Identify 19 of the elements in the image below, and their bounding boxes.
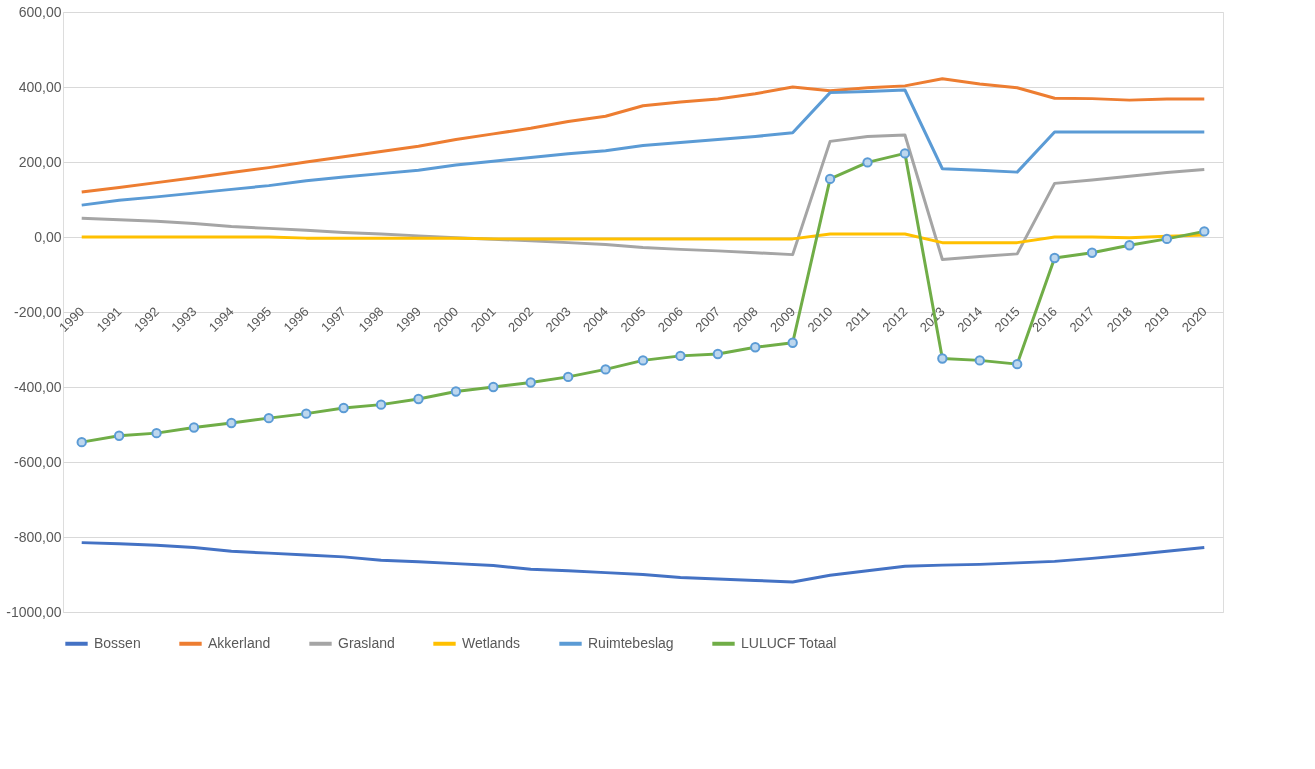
y-tick-label: -200,00	[14, 303, 62, 320]
legend-label: Bossen	[94, 634, 141, 651]
y-tick-label: 0,00	[34, 228, 62, 245]
line-series	[80, 133, 1206, 261]
y-tick-label: -400,00	[14, 378, 62, 395]
y-tick-label: 200,00	[18, 153, 62, 170]
legend-label: Akkerland	[208, 634, 271, 651]
y-tick-label: -600,00	[14, 453, 62, 470]
y-tick-label: 400,00	[18, 78, 62, 95]
line-series	[80, 77, 1206, 194]
y-tick-label: -1000,00	[6, 603, 62, 620]
line-series	[80, 88, 1206, 207]
y-tick-label: 600,00	[18, 3, 62, 20]
y-tick-label: -800,00	[14, 528, 62, 545]
line-series	[80, 541, 1206, 584]
legend-label: Wetlands	[462, 634, 521, 651]
legend-label: Grasland	[338, 634, 395, 651]
legend-label: LULUCF Totaal	[741, 634, 837, 651]
legend-label: Ruimtebeslag	[588, 634, 674, 651]
